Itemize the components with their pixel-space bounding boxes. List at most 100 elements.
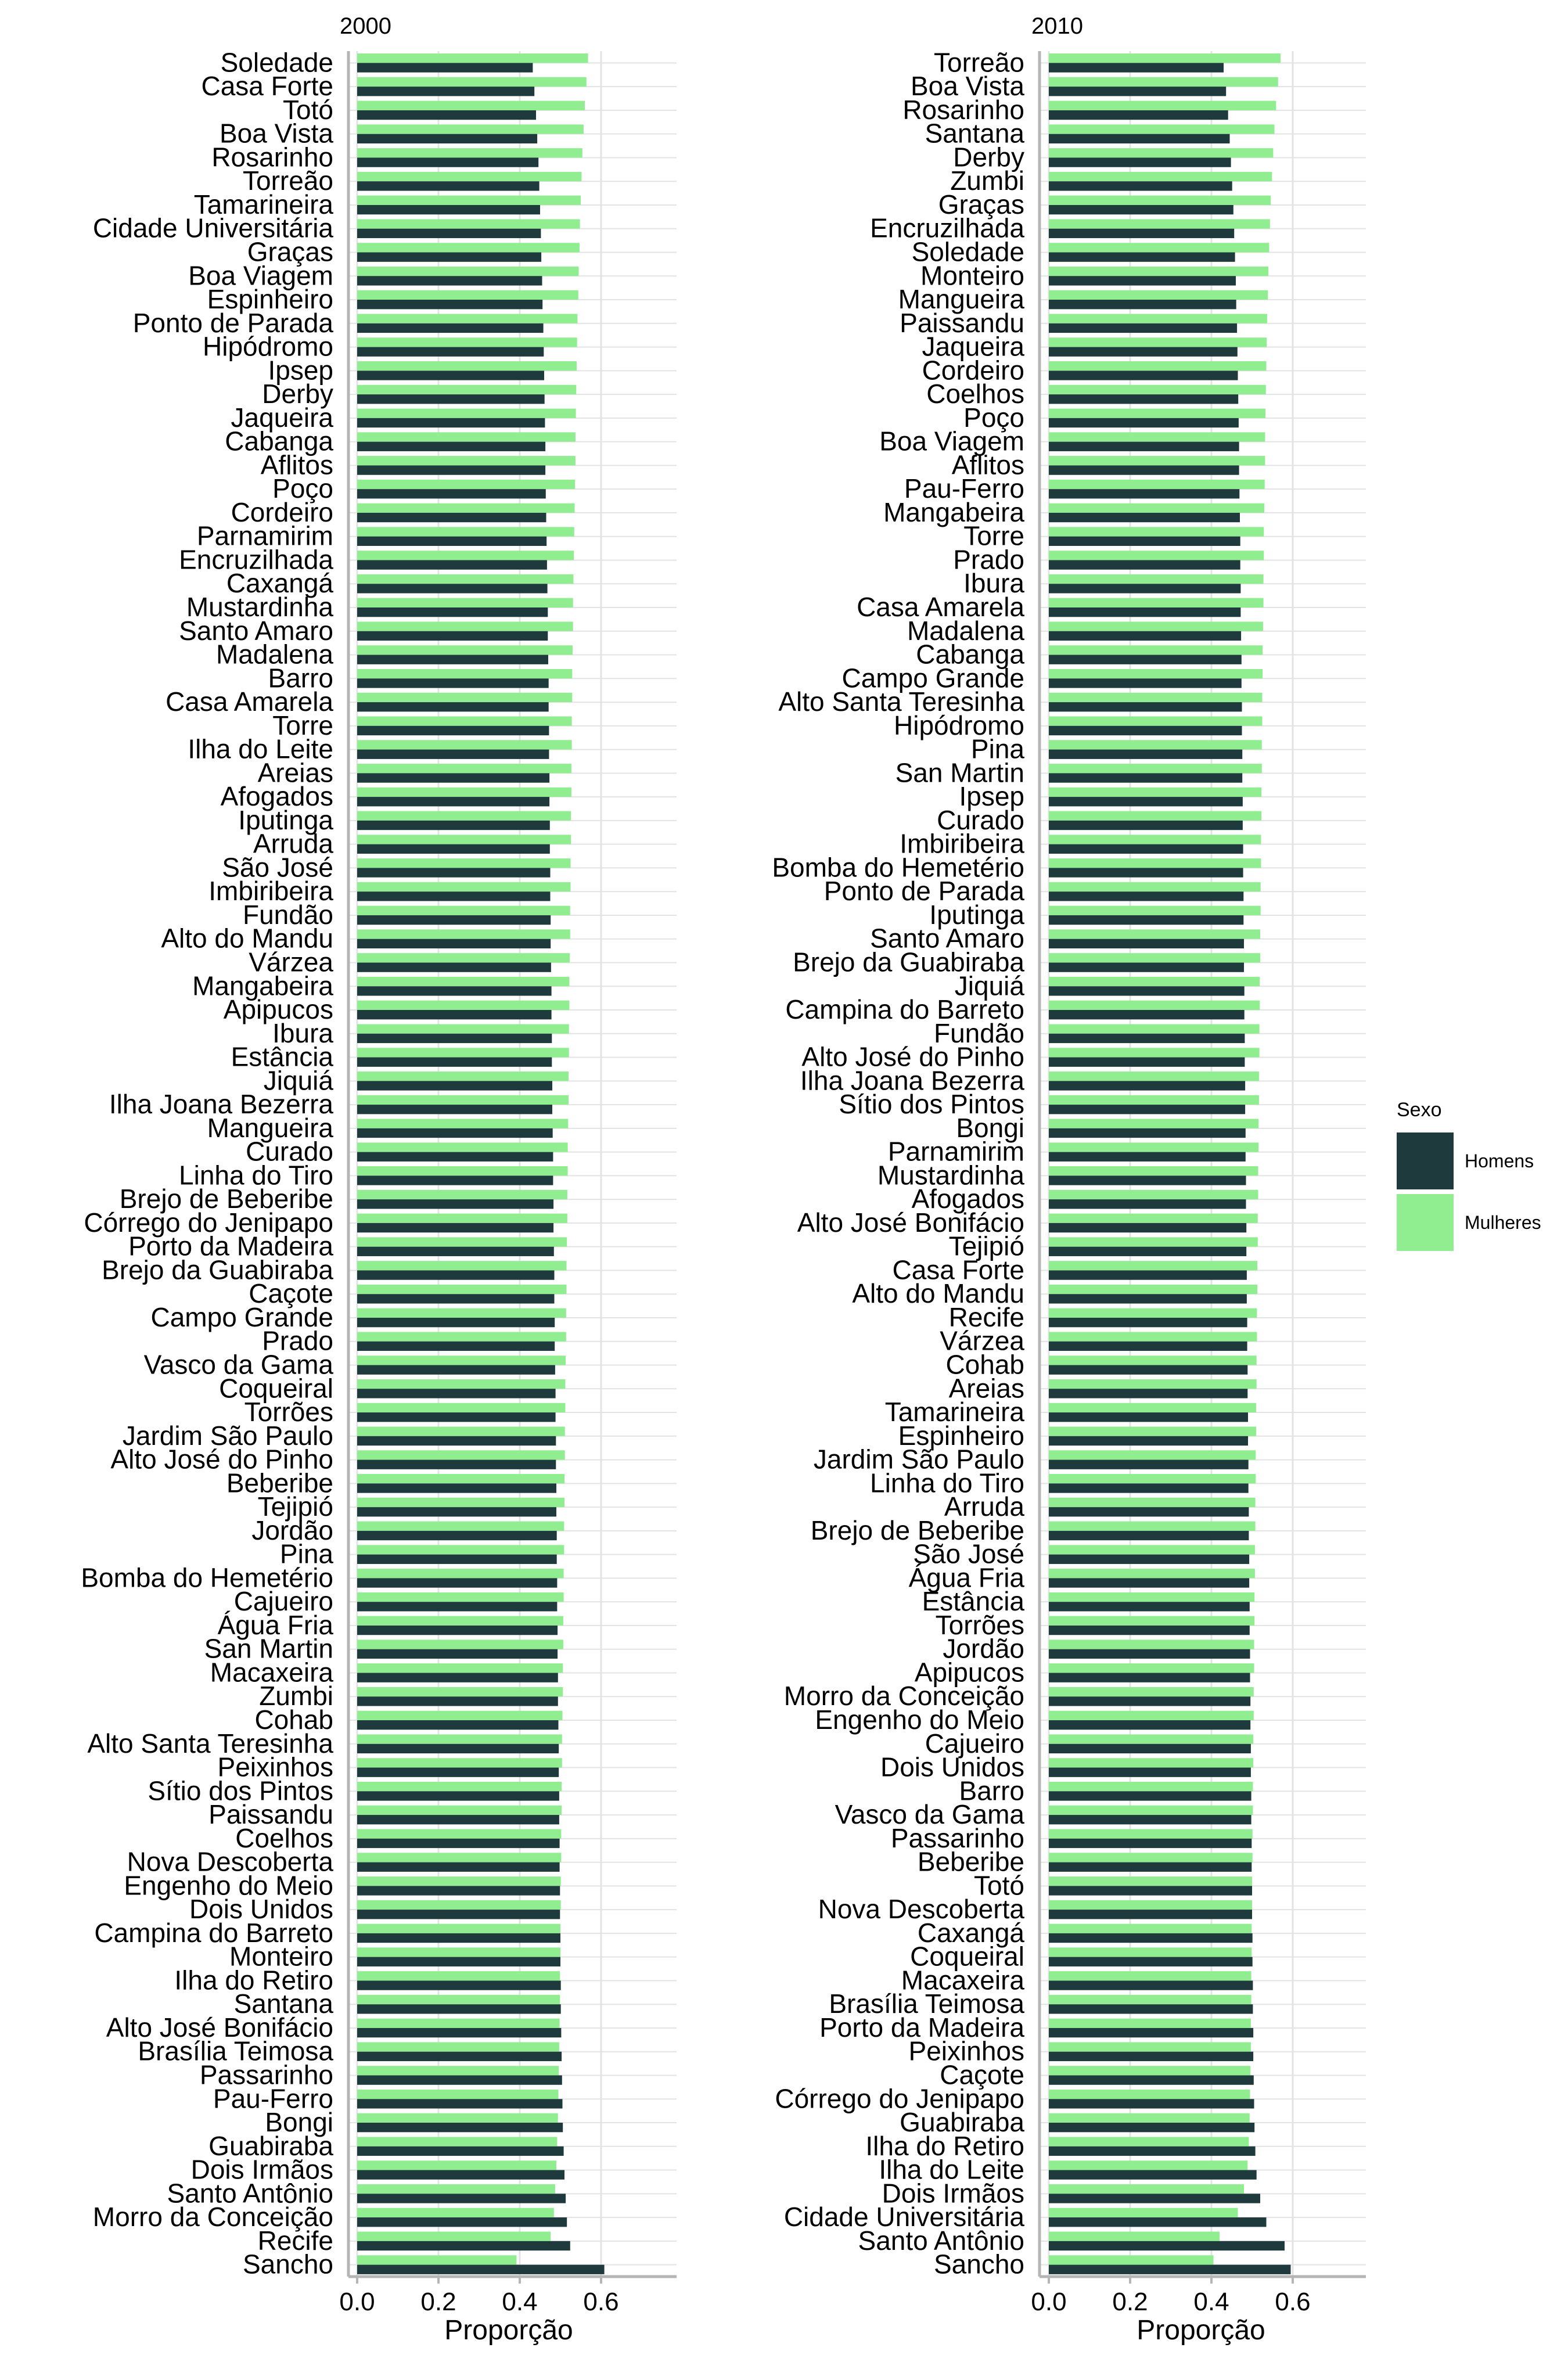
category-label: Macaxeira — [210, 1657, 334, 1687]
category-label: Engenho do Meio — [815, 1705, 1024, 1735]
bar-homens — [357, 702, 549, 712]
bar-homens — [1049, 1436, 1248, 1446]
category-label: Campina do Barreto — [785, 994, 1024, 1024]
bar-mulheres — [1049, 1994, 1251, 2005]
bar-mulheres — [1049, 1616, 1255, 1626]
category-label: Pau-Ferro — [904, 473, 1024, 504]
bar-mulheres — [1049, 1805, 1253, 1815]
category-label: Areias — [258, 757, 333, 788]
category-label: Apipucos — [915, 1657, 1024, 1687]
bar-mulheres — [1049, 574, 1264, 584]
bar-homens — [1049, 1886, 1252, 1896]
bar-homens — [357, 773, 550, 783]
category-label: Tejipió — [258, 1491, 333, 1522]
bar-mulheres — [1049, 1663, 1254, 1673]
category-label: Alto Santa Teresinha — [778, 686, 1024, 717]
bar-homens — [1049, 2099, 1254, 2109]
bar-mulheres — [1049, 2184, 1244, 2194]
bar-mulheres — [357, 882, 571, 892]
bar-mulheres — [1049, 1403, 1256, 1413]
bar-homens — [1049, 773, 1243, 783]
bar-homens — [1049, 1957, 1253, 1966]
bar-homens — [357, 204, 540, 215]
bar-mulheres — [357, 1758, 562, 1768]
bar-homens — [357, 1459, 556, 1469]
bar-mulheres — [357, 77, 587, 87]
bar-mulheres — [1049, 645, 1263, 655]
category-label: Areias — [949, 1373, 1024, 1403]
category-label: Fundão — [934, 1018, 1024, 1048]
legend-key-homens — [1397, 1132, 1454, 1189]
category-label: Soledade — [912, 237, 1024, 267]
bar-homens — [357, 560, 547, 570]
bar-homens — [1049, 1152, 1246, 1162]
category-label: Poço — [963, 402, 1024, 433]
bar-mulheres — [1049, 1000, 1260, 1011]
bar-mulheres — [357, 384, 577, 395]
bar-mulheres — [1049, 1829, 1253, 1839]
bar-mulheres — [1049, 1521, 1256, 1531]
category-label: Campina do Barreto — [94, 1918, 333, 1948]
bar-homens — [357, 465, 546, 475]
category-label: Jordão — [251, 1515, 333, 1545]
bar-mulheres — [1049, 764, 1262, 774]
category-label: Sancho — [243, 2249, 333, 2280]
bar-mulheres — [357, 1710, 563, 1720]
category-label: Jiquiá — [955, 970, 1025, 1001]
bar-mulheres — [357, 1474, 564, 1484]
bar-homens — [357, 631, 548, 641]
bar-mulheres — [1049, 1379, 1257, 1389]
bar-mulheres — [1049, 1592, 1255, 1602]
category-label: Torreão — [934, 47, 1024, 77]
category-label: Alto José do Pinho — [801, 1042, 1024, 1072]
bar-mulheres — [357, 2113, 558, 2123]
bar-mulheres — [357, 432, 576, 442]
bar-homens — [1049, 1270, 1247, 1280]
category-label: Imbiribeira — [208, 876, 333, 906]
bar-homens — [357, 1294, 555, 1304]
category-label: Passarinho — [891, 1823, 1024, 1853]
bar-mulheres — [1049, 551, 1264, 560]
bar-homens — [1049, 2004, 1253, 2014]
category-label: Ilha do Leite — [188, 734, 333, 764]
bar-homens — [357, 1246, 554, 1256]
bar-mulheres — [1049, 1261, 1258, 1271]
bar-homens — [357, 63, 533, 73]
category-label: Coqueiral — [910, 1941, 1024, 1972]
bar-homens — [357, 2194, 566, 2203]
bar-homens — [357, 1365, 555, 1375]
bar-mulheres — [1049, 835, 1261, 844]
category-label: Casa Forte — [201, 71, 333, 101]
category-label: Paissandu — [900, 308, 1024, 338]
category-label: Imbiribeira — [900, 829, 1024, 859]
bar-mulheres — [1049, 479, 1265, 490]
category-label: Sancho — [934, 2249, 1024, 2280]
bar-homens — [1049, 1294, 1247, 1304]
panel-title-2000: 2000 — [340, 13, 391, 39]
x-axis-label-2000: Proporção — [444, 2315, 573, 2346]
x-tick-label: 0.4 — [502, 2288, 537, 2316]
bar-homens — [357, 1554, 557, 1564]
bar-homens — [357, 1128, 553, 1138]
bar-mulheres — [1049, 2255, 1214, 2265]
bar-homens — [357, 1625, 558, 1635]
bar-mulheres — [1049, 100, 1276, 110]
x-tick-label: 0.6 — [1275, 2288, 1310, 2316]
x-tick-label: 0.4 — [1193, 2288, 1229, 2316]
category-label: Cohab — [945, 1350, 1024, 1380]
bar-mulheres — [1049, 1119, 1259, 1128]
bar-mulheres — [1049, 408, 1266, 418]
category-label: Caçote — [940, 2059, 1024, 2090]
bar-homens — [1049, 1223, 1247, 1233]
bar-homens — [1049, 394, 1239, 404]
bar-mulheres — [357, 1687, 563, 1697]
category-label: Zumbi — [259, 1681, 333, 1711]
bar-mulheres — [357, 100, 585, 110]
category-label: Pina — [280, 1539, 333, 1569]
bar-homens — [357, 394, 545, 404]
bar-mulheres — [1049, 1639, 1254, 1649]
category-label: Brejo de Beberibe — [811, 1515, 1024, 1545]
category-label: Alto do Mandu — [161, 923, 333, 954]
category-label: Jaqueira — [922, 332, 1025, 362]
